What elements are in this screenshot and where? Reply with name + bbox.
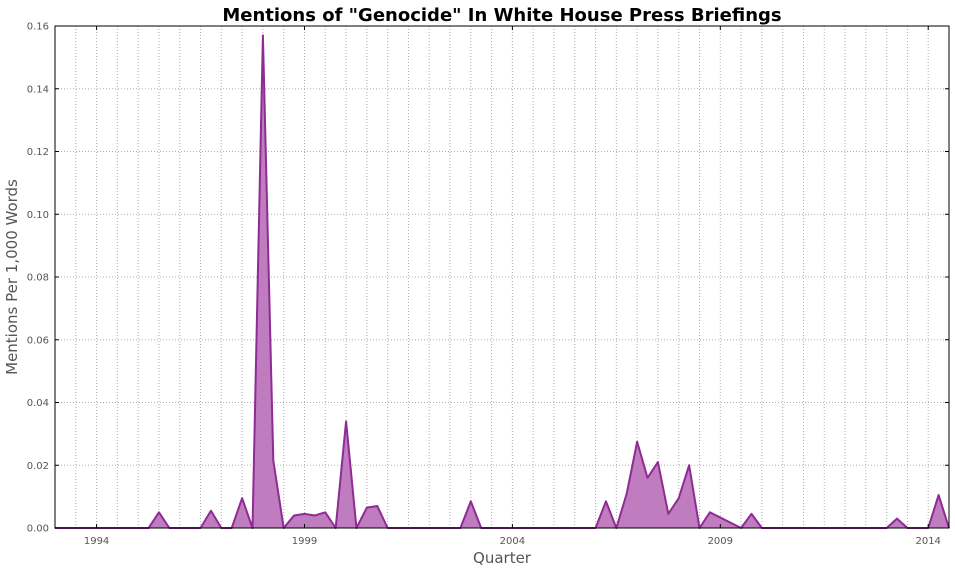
x-axis-label: Quarter xyxy=(473,549,532,567)
x-tick-label: 2009 xyxy=(708,536,733,547)
y-tick-label: 0.06 xyxy=(27,335,49,346)
x-tick-label: 2004 xyxy=(500,536,525,547)
y-tick-label: 0.10 xyxy=(27,210,49,221)
x-tick-label: 1994 xyxy=(84,536,109,547)
y-tick-label: 0.04 xyxy=(27,398,49,409)
plot-series xyxy=(55,34,950,529)
y-tick-label: 0.12 xyxy=(27,147,49,158)
series-area xyxy=(55,35,949,528)
chart-title: Mentions of "Genocide" In White House Pr… xyxy=(222,5,781,26)
axes: 0.00 0.02 0.04 0.06 0.08 0.10 0.12 0.14 0.16 1994… xyxy=(27,22,950,547)
y-tick-label: 0.08 xyxy=(27,273,49,284)
series-line xyxy=(55,34,950,529)
x-tick-label: 1999 xyxy=(292,536,317,547)
y-axis-label: Mentions Per 1,000 Words xyxy=(3,179,21,375)
y-tick-label: 0.00 xyxy=(27,524,49,535)
y-tick-label: 0.14 xyxy=(27,84,49,95)
grid-lines xyxy=(55,26,949,528)
x-tick-label: 2014 xyxy=(915,536,940,547)
y-tick-label: 0.02 xyxy=(27,461,49,472)
y-tick-label: 0.16 xyxy=(27,22,49,33)
